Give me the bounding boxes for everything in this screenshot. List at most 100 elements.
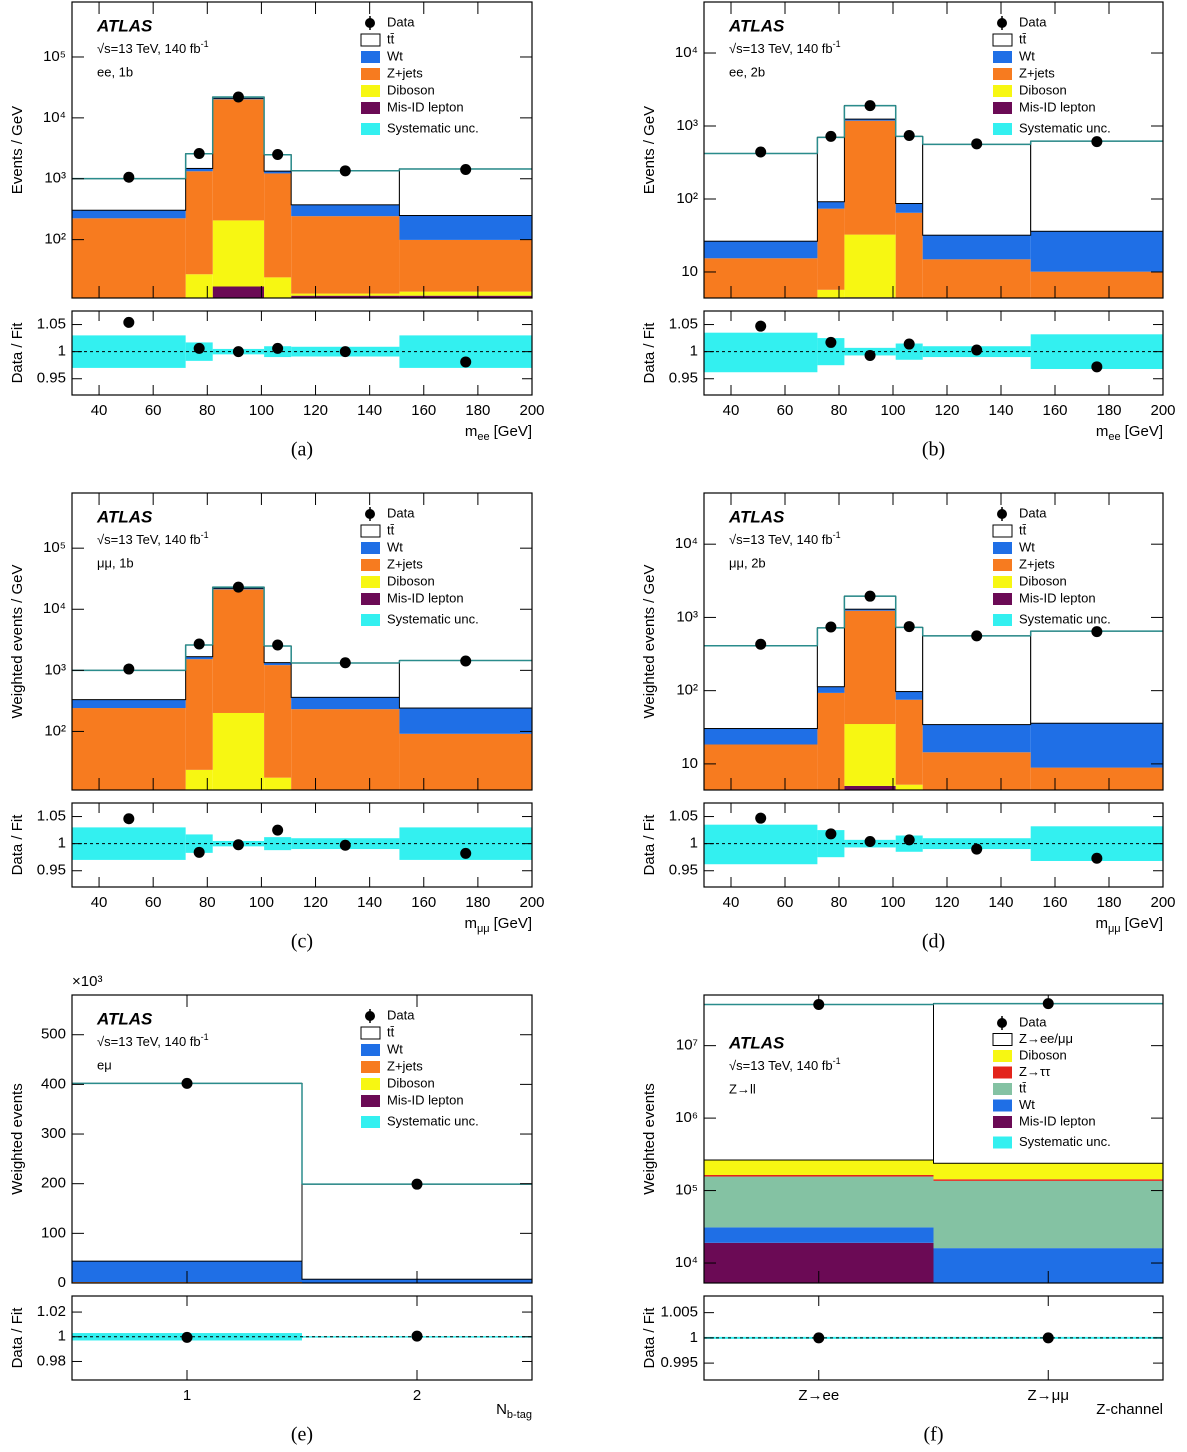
stack-bar xyxy=(703,1004,934,1161)
x-axis-title-main: m xyxy=(1096,423,1109,440)
legend-label: Mis-ID lepton xyxy=(1019,590,1096,605)
legend-swatch xyxy=(993,51,1012,63)
stack-bar xyxy=(185,274,213,298)
y-tick-label: 10⁴ xyxy=(675,1254,698,1271)
legend-label: Data xyxy=(1019,505,1047,520)
legend-label: Diboson xyxy=(1019,82,1067,97)
ratio-point xyxy=(903,338,915,350)
stack-bar xyxy=(704,241,818,259)
atlas-label: ATLAS xyxy=(96,507,153,526)
legend-swatch xyxy=(361,1095,380,1107)
ratio-band xyxy=(704,824,818,865)
ratio-point xyxy=(813,1332,825,1344)
energy-sup: -1 xyxy=(833,39,841,49)
y-tick-label: 10⁷ xyxy=(676,1037,698,1054)
stack-bar xyxy=(185,168,213,172)
x-tick-label: 140 xyxy=(988,894,1013,911)
ratio-frame xyxy=(71,802,533,888)
legend-label: Z+jets xyxy=(387,1058,423,1073)
x-axis-title-sub: ee xyxy=(477,431,489,443)
x-tick-label: 160 xyxy=(1042,894,1067,911)
ratio-point xyxy=(460,356,472,368)
x-axis-title-main: Z-channel xyxy=(1096,1401,1163,1418)
stack-bar xyxy=(399,708,532,734)
y-tick-label: 10² xyxy=(44,231,66,248)
caption: (c) xyxy=(291,931,313,953)
legend-label: Mis-ID lepton xyxy=(387,1092,464,1107)
stack-bar xyxy=(291,709,400,790)
stack-bar xyxy=(895,135,924,205)
x-tick-label: 40 xyxy=(91,402,108,419)
stack-bar xyxy=(291,295,400,298)
x-axis-title-unit: [GeV] xyxy=(1125,423,1163,440)
region-label: μμ, 2b xyxy=(729,555,766,570)
stack-bar xyxy=(291,293,400,296)
legend-swatch xyxy=(993,1083,1012,1095)
x-tick-label: 160 xyxy=(411,894,436,911)
ratio-y-tick-label: 0.95 xyxy=(37,370,66,387)
stack-bar xyxy=(398,660,533,709)
x-tick-label: 60 xyxy=(145,402,162,419)
stack-bar xyxy=(1030,271,1163,298)
x-tick-label: 200 xyxy=(519,894,544,911)
legend-label: tt̄ xyxy=(1019,31,1027,46)
ratio-y-tick-label: 0.98 xyxy=(37,1352,66,1369)
x-tick-label: 2 xyxy=(413,1387,421,1404)
energy-text: √s=13 TeV, 140 fb xyxy=(97,1034,201,1049)
ratio-frame xyxy=(703,310,1164,396)
y-tick-label: 10⁵ xyxy=(675,1182,698,1199)
legend-label: Systematic unc. xyxy=(1019,1134,1111,1149)
stack-bar xyxy=(185,769,213,790)
legend-swatch xyxy=(993,1136,1012,1149)
ratio-y-tick-label: 0.95 xyxy=(669,370,698,387)
legend-label: Z→ee/μμ xyxy=(1019,1031,1073,1046)
region-label: eμ xyxy=(97,1057,112,1072)
stack-bar xyxy=(844,609,896,611)
ratio-point xyxy=(460,847,472,859)
ratio-y-tick-label: 1.05 xyxy=(669,316,698,333)
stack-bar xyxy=(816,136,845,203)
stack-bar xyxy=(290,170,400,206)
region-label: ee, 1b xyxy=(97,64,133,79)
legend-label: tt̄ xyxy=(1019,1080,1027,1095)
stack-bar xyxy=(264,171,292,174)
x-tick-label: 140 xyxy=(988,402,1013,419)
data-point xyxy=(971,630,983,642)
legend-label: Diboson xyxy=(387,82,435,97)
ratio-y-tick-label: 1.005 xyxy=(660,1304,698,1321)
stack-bar xyxy=(817,208,845,290)
x-tick-label: 180 xyxy=(1096,894,1121,911)
stack-bar xyxy=(212,712,265,790)
legend-label: Systematic unc. xyxy=(1019,611,1111,626)
stack-bar xyxy=(703,152,818,242)
energy-sup: -1 xyxy=(201,530,209,540)
x-tick-label: 60 xyxy=(777,894,794,911)
ratio-point xyxy=(825,336,837,348)
legend-label: Z+jets xyxy=(1019,65,1055,80)
stack-bar xyxy=(399,239,532,292)
energy-sup: -1 xyxy=(201,1032,209,1042)
stack-bar xyxy=(817,686,845,693)
ratio-point xyxy=(971,843,983,855)
ratio-point xyxy=(123,316,135,328)
data-point xyxy=(411,1178,423,1190)
ratio-y-tick-label: 1 xyxy=(58,1328,66,1345)
stack-bar xyxy=(922,635,1032,726)
x-tick-label: 120 xyxy=(934,402,959,419)
ratio-point xyxy=(193,846,205,858)
ratio-point xyxy=(181,1331,193,1343)
y-axis-title: Weighted events xyxy=(641,1083,658,1194)
ratio-point xyxy=(411,1330,423,1342)
ratio-point xyxy=(971,344,983,356)
x-tick-label: 40 xyxy=(723,402,740,419)
stack-bar xyxy=(185,659,213,770)
legend-swatch xyxy=(993,68,1012,80)
y-tick-label: 10⁴ xyxy=(43,600,66,617)
stack-bar xyxy=(72,699,186,709)
stack-bar xyxy=(1030,767,1163,790)
legend-swatch xyxy=(361,1061,380,1073)
x-tick-label: 140 xyxy=(357,402,382,419)
stack-bar xyxy=(922,752,1031,790)
stack-bar xyxy=(844,234,896,298)
